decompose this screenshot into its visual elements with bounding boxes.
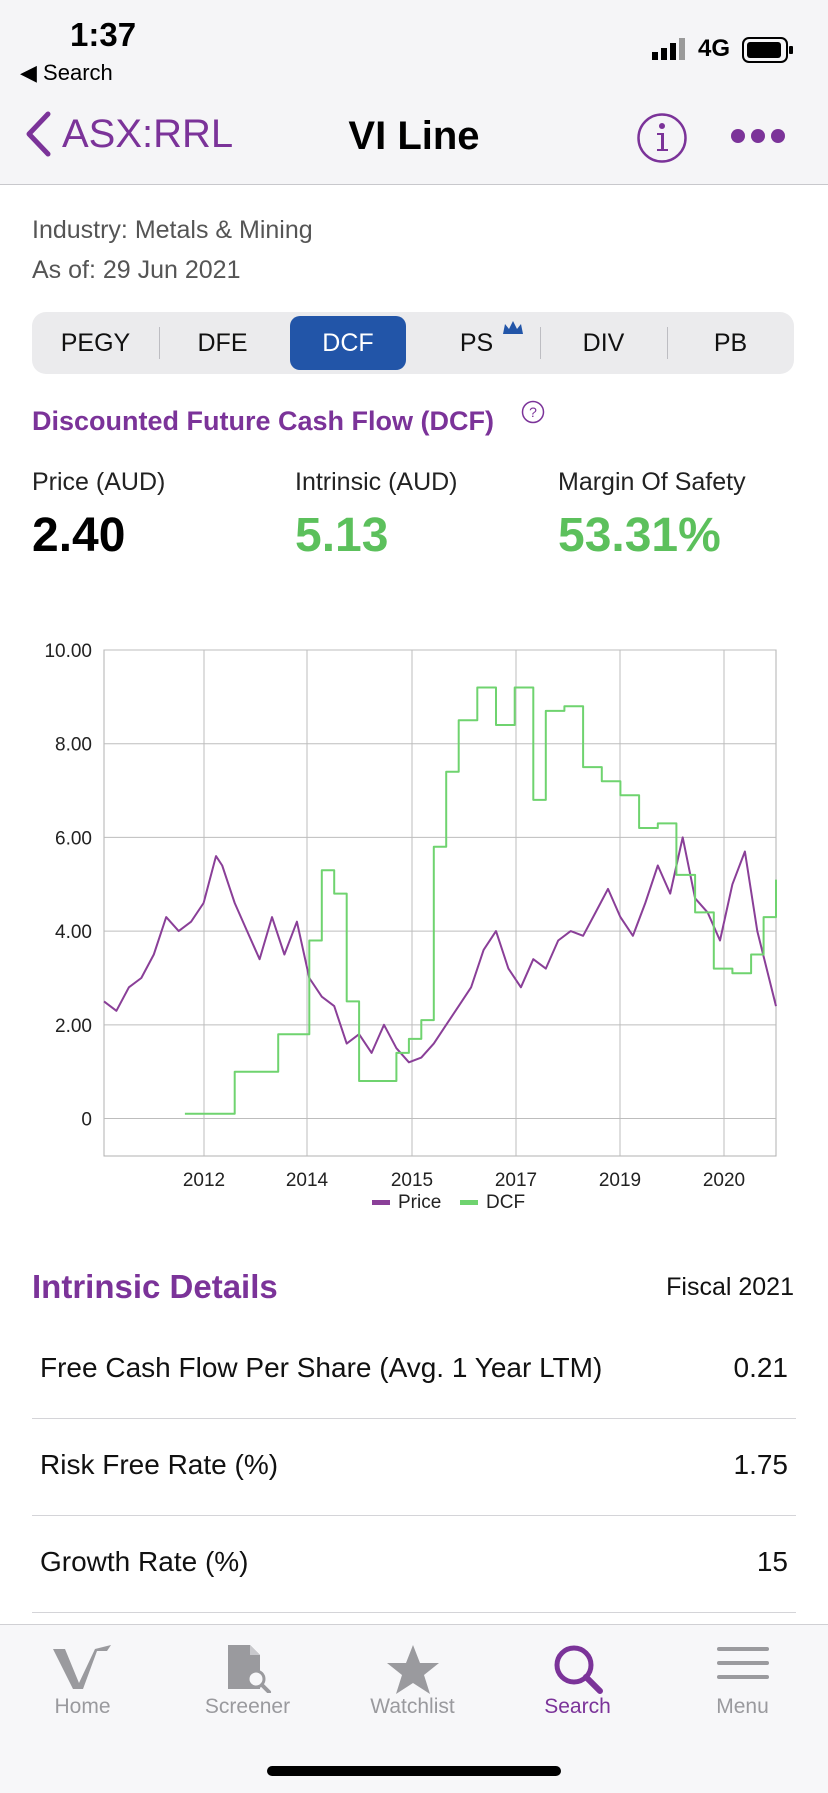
x-tick-label: 2020 [703,1170,745,1191]
tab-pb[interactable]: PB [713,329,748,357]
tabbar-home-label: Home [54,1695,111,1718]
legend-price-swatch [372,1200,390,1205]
legend-dcf-swatch [460,1200,478,1205]
home-logo-icon [52,1645,111,1689]
tab-divider [159,327,160,359]
tabbar-screener[interactable]: Screener [165,1625,330,1745]
y-tick-label: 4.00 [55,922,92,943]
detail-value: 1.75 [733,1449,789,1480]
section-title: Discounted Future Cash Flow (DCF) [32,406,494,436]
plot-frame [103,649,777,1157]
x-tick-label: 2014 [286,1170,329,1191]
tab-divider [540,327,541,359]
nav-bar: ASX:RRL VI Line [0,92,828,185]
nav-back-label: ASX:RRL [62,111,234,156]
crown-icon [503,321,523,334]
tabbar-search[interactable]: Search [495,1625,660,1745]
signal-icon [652,38,685,60]
home-indicator [267,1766,561,1776]
y-tick-label: 10.00 [44,641,92,662]
price-series-line [103,836,777,1064]
intrinsic-details-title: Intrinsic Details [32,1268,278,1305]
tab-ps[interactable]: PS [413,312,540,374]
dcf-series-line [184,686,777,1115]
nav-back-button[interactable]: ASX:RRL [24,110,233,158]
back-to-search-label: Search [43,60,113,85]
svg-text:?: ? [529,404,537,420]
tabbar-watchlist-label: Watchlist [370,1695,455,1718]
tabbar-menu-label: Menu [716,1695,769,1718]
tabbar-search-label: Search [544,1695,611,1718]
legend-dcf-label: DCF [486,1192,525,1213]
help-icon[interactable]: ? [521,400,545,424]
network-type: 4G [698,35,731,62]
y-tick-label: 8.00 [55,735,92,756]
info-icon[interactable] [636,112,688,164]
legend-price-label: Price [398,1192,441,1213]
chevron-left-icon [26,111,51,157]
status-bar: 1:37 ◀ Search 4G [0,0,828,92]
screener-icon [227,1645,271,1693]
industry-text: Industry: Metals & Mining [32,216,313,244]
detail-label: Free Cash Flow Per Share (Avg. 1 Year LT… [40,1352,603,1383]
tab-pegy[interactable]: PEGY [60,329,131,357]
price-value: 2.40 [32,509,126,562]
margin-of-safety-value: 53.31% [558,509,721,562]
price-label: Price (AUD) [32,468,166,496]
x-tick-label: 2019 [599,1170,641,1191]
x-tick-label: 2017 [495,1170,537,1191]
tab-div[interactable]: DIV [582,329,625,357]
detail-row: Growth Rate (%) 15 [32,1516,796,1613]
search-icon [554,1645,603,1694]
fiscal-year: Fiscal 2021 [666,1273,794,1301]
x-tick-label: 2012 [183,1170,225,1191]
dcf-chart: 10.00 8.00 6.00 4.00 2.00 0 2012 2014 2015 2017 20… [44,641,777,1213]
y-tick-label: 6.00 [55,828,92,849]
status-time: 1:37 [70,16,137,53]
tab-dfe[interactable]: DFE [197,329,248,357]
battery-icon [742,37,793,63]
detail-label: Growth Rate (%) [40,1546,249,1577]
detail-value: 0.21 [733,1352,789,1383]
detail-label: Risk Free Rate (%) [40,1449,279,1480]
as-of-date: As of: 29 Jun 2021 [32,256,241,284]
tabbar-menu[interactable]: Menu [660,1625,825,1745]
valuation-tabs: PEGY DFE DCF PS DIV PB [32,312,794,374]
margin-of-safety-label: Margin Of Safety [558,468,746,496]
star-icon [386,1645,439,1694]
x-tick-label: 2015 [391,1170,433,1191]
tabbar-home[interactable]: Home [0,1625,165,1745]
y-tick-label: 2.00 [55,1016,92,1037]
back-triangle-icon: ◀ [20,60,37,85]
back-to-search[interactable]: ◀ Search [20,60,113,86]
more-options-icon[interactable] [730,128,786,144]
intrinsic-label: Intrinsic (AUD) [295,468,458,496]
intrinsic-value: 5.13 [295,509,389,562]
tab-bar: Home Screener Watchlist Search Menu [0,1624,828,1793]
menu-icon [716,1647,769,1679]
detail-value: 15 [756,1546,788,1577]
tabbar-screener-label: Screener [204,1695,291,1718]
detail-row: Free Cash Flow Per Share (Avg. 1 Year LT… [32,1322,796,1419]
tab-ps-label: PS [459,329,494,357]
tab-divider [667,327,668,359]
detail-row: Risk Free Rate (%) 1.75 [32,1419,796,1516]
tab-dcf[interactable]: DCF [290,316,406,370]
y-tick-label: 0 [81,1110,92,1131]
tabbar-watchlist[interactable]: Watchlist [330,1625,495,1745]
